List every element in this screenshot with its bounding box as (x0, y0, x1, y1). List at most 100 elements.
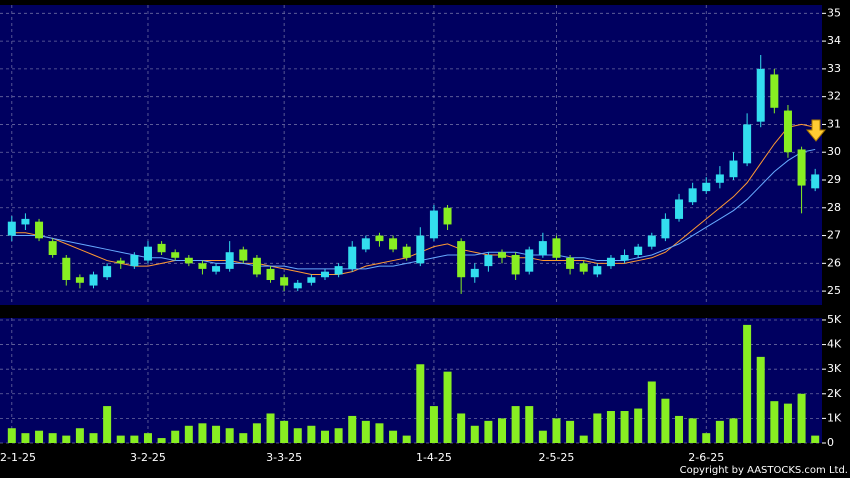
candle-body (634, 246, 643, 255)
y-tick-label: 31 (827, 117, 841, 130)
volume-bar (634, 408, 643, 443)
candle-body (416, 235, 425, 264)
volume-bar (184, 425, 193, 443)
volume-bar (498, 418, 507, 443)
volume-bar (702, 433, 711, 443)
candle-body (511, 255, 520, 275)
candle-body (715, 174, 724, 183)
candle-body (538, 241, 547, 255)
y-tick-label: 32 (827, 90, 841, 103)
grid (0, 5, 826, 444)
volume-bar (797, 393, 806, 443)
candle-body (157, 243, 166, 253)
volume-bar (579, 435, 588, 443)
candle-body (498, 252, 507, 258)
volume-bar (783, 403, 792, 443)
volume-bar (307, 425, 316, 443)
volume-bar (756, 356, 765, 443)
candle-body (429, 210, 438, 239)
volume-bar (416, 364, 425, 443)
y-tick-label: 26 (827, 256, 841, 269)
candle-body (239, 249, 248, 261)
volume-bar (389, 430, 398, 443)
volume-bar (116, 435, 125, 443)
candle-body (184, 257, 193, 264)
volume-bar (21, 433, 30, 443)
candle-body (661, 218, 670, 239)
candle-body (743, 124, 752, 164)
volume-bar (334, 428, 343, 443)
volume-bar (525, 406, 534, 443)
candle-body (688, 188, 697, 203)
candle-body (647, 235, 656, 247)
volume-bar (552, 418, 561, 443)
candle-body (402, 246, 411, 258)
volume-bar (811, 435, 820, 443)
y-tick-label: 28 (827, 201, 841, 214)
candle-body (484, 255, 493, 267)
volume-bar (35, 430, 44, 443)
volume-bar (743, 324, 752, 443)
volume-bar (7, 428, 16, 443)
candle-body (620, 255, 629, 261)
volume-bar (320, 430, 329, 443)
y-tick-label: 30 (827, 145, 841, 158)
volume-bar (48, 433, 57, 443)
candle-body (143, 246, 152, 261)
candle-body (606, 257, 615, 267)
candle-body (116, 260, 125, 264)
volume-bar (171, 430, 180, 443)
candle-body (593, 266, 602, 275)
volume-bar (770, 401, 779, 443)
volume-bar (198, 423, 207, 443)
volume-bar (484, 420, 493, 443)
volume-tick-label: 1K (827, 411, 842, 424)
candle-body (348, 246, 357, 269)
candle-body (48, 241, 57, 255)
candle-body (756, 68, 765, 122)
volume-bar (103, 406, 112, 443)
candle-body (252, 257, 261, 275)
candle-body (783, 110, 792, 153)
volume-tick-label: 0 (827, 436, 834, 449)
candle-body (62, 257, 71, 280)
y-tick-label: 33 (827, 62, 841, 75)
y-tick-label: 34 (827, 34, 841, 47)
candle-body (361, 238, 370, 250)
candle-body (225, 252, 234, 269)
candle-body (457, 241, 466, 278)
candle-body (89, 274, 98, 286)
volume-bar (348, 415, 357, 443)
candle-body (702, 182, 711, 192)
volume-bar (280, 420, 289, 443)
candle-body (293, 282, 302, 289)
volume-bar (566, 420, 575, 443)
x-tick-label: 3-3-25 (266, 451, 302, 464)
x-tick-label: 3-2-25 (130, 451, 166, 464)
volume-bar (511, 406, 520, 443)
volume-bar (293, 428, 302, 443)
volume-tick-label: 5K (827, 313, 842, 326)
y-tick-label: 29 (827, 173, 841, 186)
candle-body (389, 238, 398, 250)
volume-bar (89, 433, 98, 443)
volume-bar (239, 433, 248, 443)
volume-bar (212, 425, 221, 443)
candle-body (729, 160, 738, 178)
volume-bar (157, 438, 166, 443)
volume-tick-label: 3K (827, 362, 842, 375)
volume-bar (361, 420, 370, 443)
moving-average-line (11, 123, 816, 275)
candle-body (130, 255, 139, 267)
arrow-icon (805, 119, 827, 142)
volume-bar (375, 423, 384, 443)
candle-body (171, 252, 180, 258)
volume-bar (675, 415, 684, 443)
volume-panel (0, 318, 822, 443)
candle-body (797, 149, 806, 186)
x-tick-label: 2-1-25 (0, 451, 36, 464)
volume-bar (75, 428, 84, 443)
volume-bar (715, 420, 724, 443)
volume-bar (429, 406, 438, 443)
